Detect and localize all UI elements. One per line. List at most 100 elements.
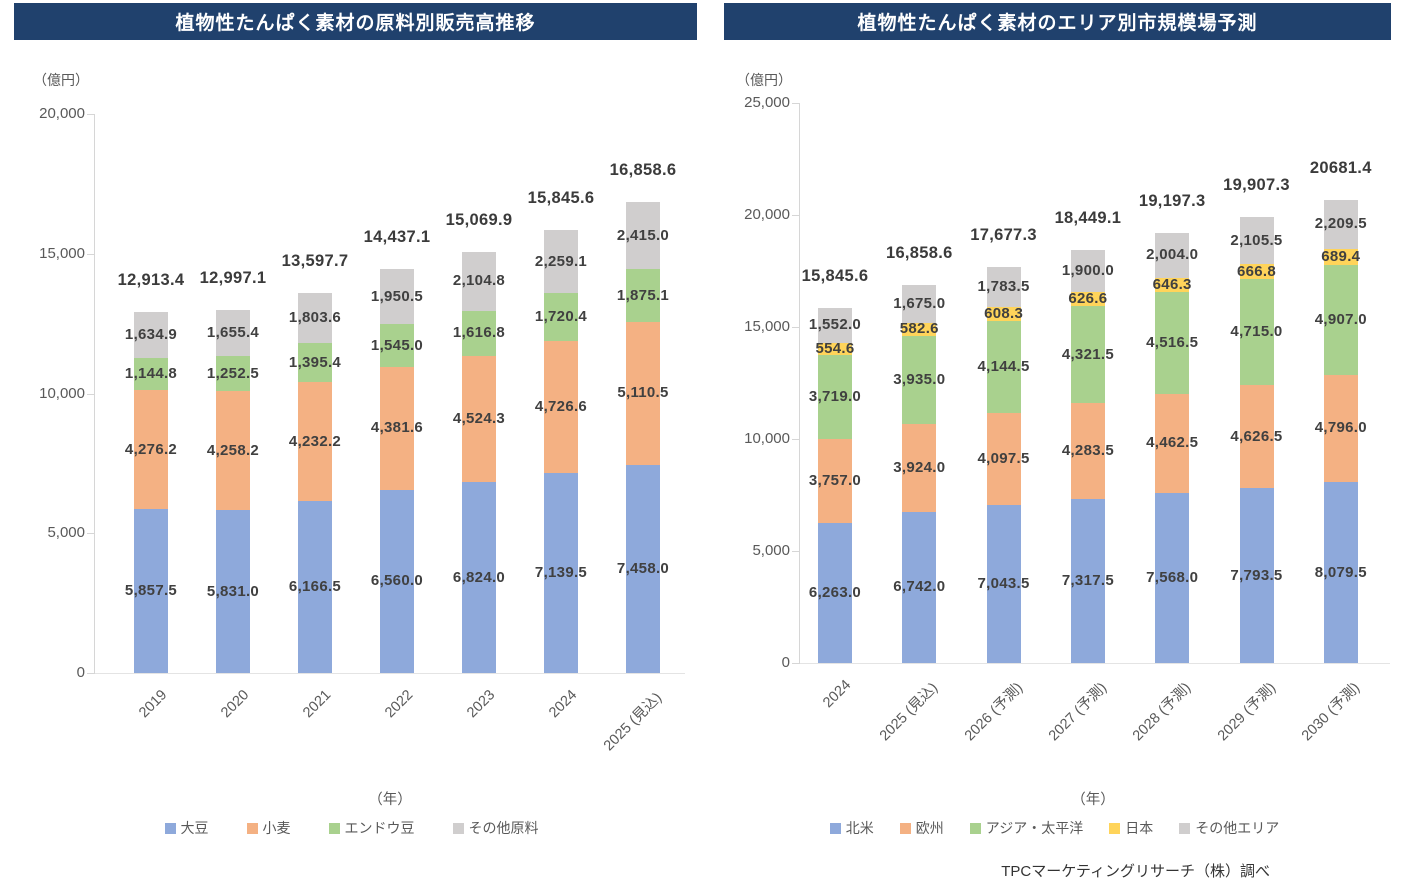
segment-value-label: 4,232.2: [288, 432, 342, 450]
bar-segment: [1239, 384, 1274, 489]
x-axis-title: （年）: [1071, 792, 1115, 808]
segment-value-label: 1,803.6: [288, 309, 342, 327]
bar-segment: [902, 511, 937, 663]
bar-segment: [626, 321, 660, 465]
x-axis-title: （年）: [368, 792, 412, 808]
segment-value-label: 4,726.6: [534, 398, 588, 416]
bar-segment: [216, 355, 250, 391]
bar-segment: [818, 355, 852, 439]
bar-segment: [818, 522, 852, 663]
axis-tick-mark: [87, 393, 95, 395]
y-tick-label: 0: [781, 654, 790, 671]
chart-panel-sales-by-material: 植物性たんぱく素材の原料別販売高推移 （億円） 0 5,000 10,000 15,0…: [0, 3, 703, 838]
bar-segment: [1155, 292, 1190, 394]
segment-value-label: 7,458.0: [616, 559, 670, 577]
bar-segment: [134, 312, 168, 358]
bar-segment: [902, 285, 937, 323]
bar-segment: [626, 201, 660, 270]
bar-segment: [986, 505, 1021, 663]
bar-segment: [1239, 279, 1274, 385]
source-note: TPCマーケティングリサーチ（株）調べ: [1001, 863, 1270, 880]
plot-area: 0 5,000 10,000 15,000 20,000 5,857.5 4,276.2 1,…: [39, 105, 685, 754]
segment-value-label: 1,900.0: [1061, 262, 1114, 280]
y-tick-label: 25,000: [744, 94, 790, 111]
segment-value-label: 4,381.6: [370, 419, 424, 437]
legend-swatch-icon: [328, 822, 340, 834]
segment-value-label: 608.3: [984, 304, 1024, 322]
segment-value-label: 1,875.1: [616, 286, 670, 304]
axis-tick-mark: [792, 663, 800, 664]
segment-value-label: 1,395.4: [288, 353, 342, 371]
bar-segment: [1070, 403, 1105, 500]
y-tick-label: 15,000: [744, 318, 790, 335]
bar-segment: [544, 293, 578, 342]
segment-value-label: 4,144.5: [977, 358, 1030, 376]
segment-value-label: 2,004.0: [1146, 246, 1199, 264]
segment-value-label: 554.6: [815, 340, 855, 358]
legend-label: 北米: [845, 820, 874, 836]
segment-value-label: 582.6: [899, 320, 939, 338]
bar-segment: [902, 424, 937, 512]
legend-label: 日本: [1125, 820, 1154, 836]
bar-segment: [134, 389, 168, 510]
bar-segment: [462, 482, 496, 673]
plot-area: 0 5,000 10,000 15,000 20,000 25,000 6,263.0 3,7…: [703, 0, 1406, 896]
segment-value-label: 4,462.5: [1146, 434, 1199, 452]
segment-value-label: 689.4: [1321, 247, 1361, 265]
segment-value-label: 4,715.0: [1230, 322, 1283, 340]
legend-item: その他原料: [452, 818, 539, 838]
segment-value-label: 7,568.0: [1146, 569, 1199, 587]
legend-swatch-icon: [1179, 822, 1191, 834]
segment-value-label: 646.3: [1152, 276, 1192, 294]
bar-segment: [818, 342, 852, 356]
segment-value-label: 2,259.1: [534, 252, 588, 270]
chart-title-sales-by-material: 植物性たんぱく素材の原料別販売高推移: [14, 3, 697, 40]
segment-value-label: 1,252.5: [206, 364, 260, 382]
bar-segment: [380, 323, 414, 368]
bar-segment: [1323, 199, 1358, 250]
bar-segment: [298, 382, 332, 501]
total-value-label: 16,858.6: [609, 160, 677, 179]
y-tick-label: 15,000: [39, 244, 85, 262]
axis-tick-mark: [792, 103, 800, 104]
bar-segment: [1155, 232, 1190, 278]
bar-segment: [1070, 306, 1105, 404]
axis-tick-mark: [87, 114, 95, 115]
legend-item: エンドウ豆: [328, 818, 415, 838]
legend-label: エンドウ豆: [344, 820, 415, 836]
bar-segment: [986, 267, 1021, 307]
x-axis-line: [800, 663, 1390, 664]
x-axis-line: [95, 673, 685, 674]
segment-value-label: 1,144.8: [124, 364, 178, 382]
segment-value-label: 6,560.0: [370, 572, 424, 590]
chart-title-market-by-area: 植物性たんぱく素材のエリア別市規模場予測: [724, 3, 1391, 40]
segment-value-label: 5,110.5: [617, 384, 669, 402]
legend-label: 小麦: [262, 820, 291, 836]
legend-swatch-icon: [452, 822, 464, 834]
bar-segment: [902, 335, 937, 425]
legend-label: その他原料: [468, 820, 539, 836]
segment-value-label: 2,104.8: [452, 272, 506, 290]
bar-segment: [380, 489, 414, 673]
bar-segment: [1070, 292, 1105, 307]
bar-segment: [1323, 249, 1358, 265]
bar-segment: [544, 230, 578, 294]
legend-item: 日本: [1109, 818, 1153, 838]
bar-segment: [216, 309, 250, 356]
legend-swatch-icon: [1109, 822, 1121, 834]
axis-tick-mark: [792, 215, 800, 216]
total-value-label: 15,069.9: [445, 210, 513, 229]
legend-swatch-icon: [246, 822, 258, 834]
segment-value-label: 6,166.5: [288, 577, 342, 595]
y-tick-label: 10,000: [744, 430, 790, 447]
axis-tick-mark: [792, 439, 800, 440]
legend-item: アジア・太平洋: [969, 818, 1083, 838]
total-value-label: 15,845.6: [801, 267, 869, 286]
segment-value-label: 4,516.5: [1146, 333, 1199, 351]
segment-value-label: 8,079.5: [1314, 563, 1367, 581]
bar-segment: [1070, 499, 1105, 663]
segment-value-label: 7,317.5: [1061, 572, 1114, 590]
legend: 大豆 小麦 エンドウ豆 その他原料: [0, 818, 703, 838]
legend-swatch-icon: [164, 822, 176, 834]
